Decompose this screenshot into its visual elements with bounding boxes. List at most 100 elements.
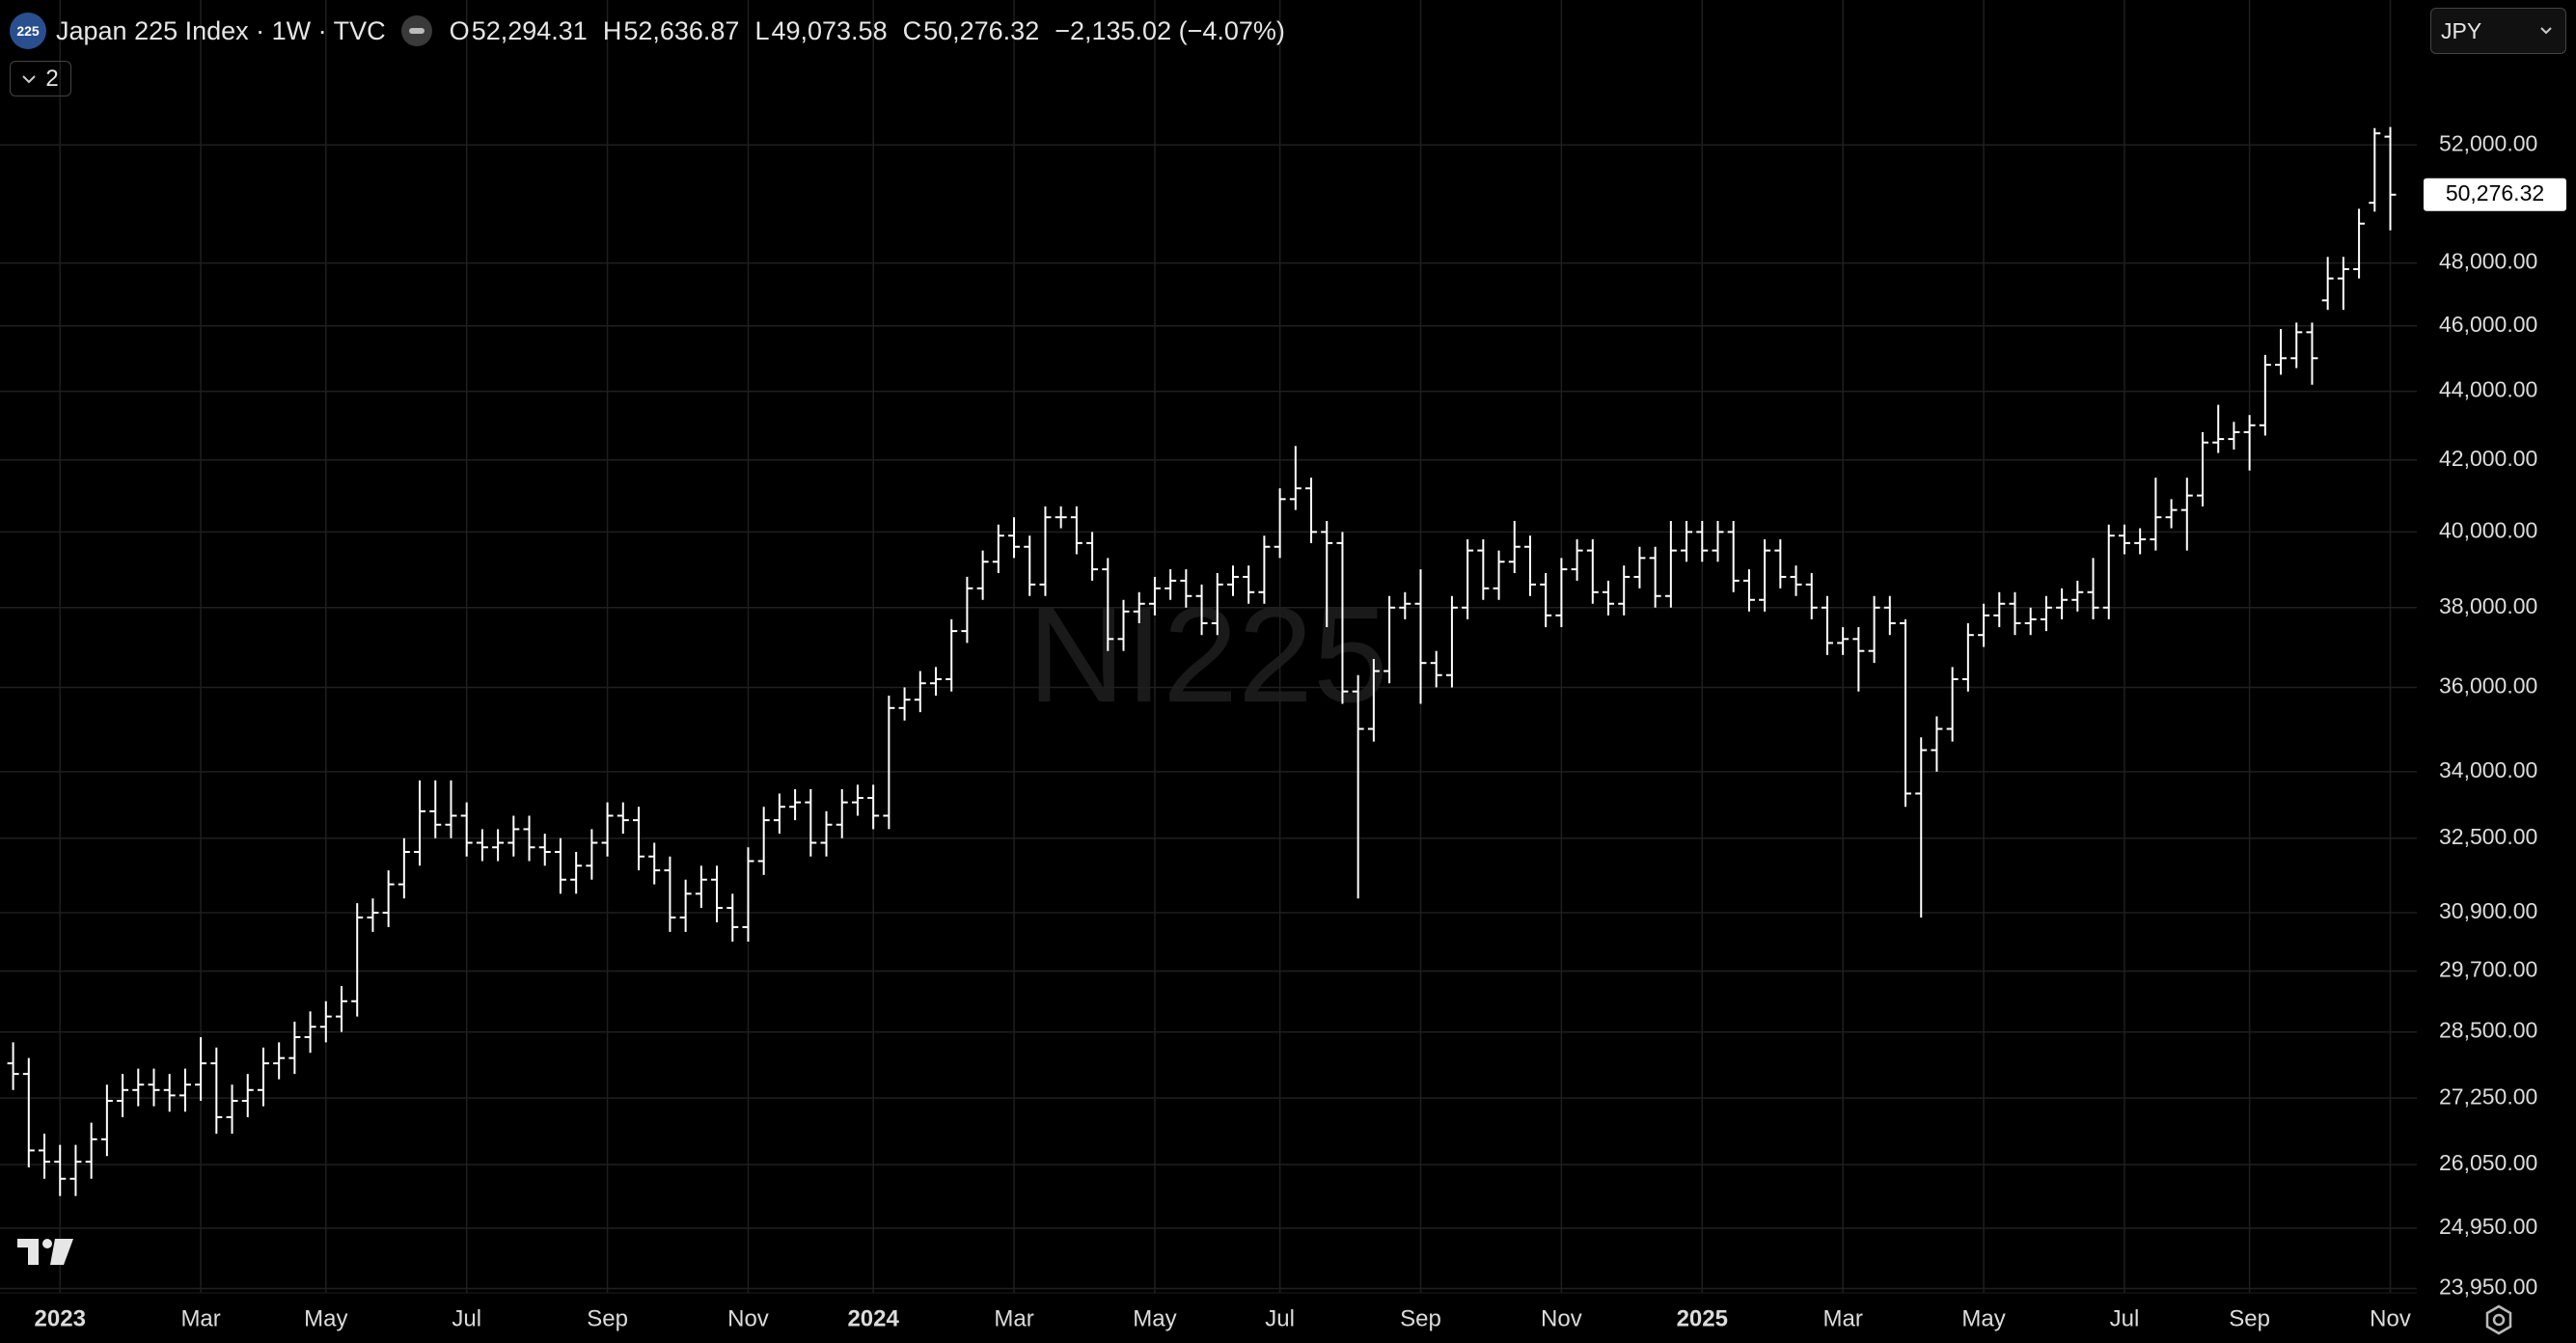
ohlc-bar (2243, 415, 2256, 471)
y-tick-label: 38,000.00 (2439, 593, 2537, 618)
x-tick-label: Jul (2110, 1305, 2140, 1331)
ohlc-value: 49,073.58 (771, 15, 888, 45)
ohlc-bar (2275, 329, 2288, 375)
ohlc-bar (1712, 520, 1724, 562)
currency-select[interactable]: JPY (2430, 8, 2566, 54)
ohlc-bar (1399, 591, 1411, 619)
ohlc-bar (976, 550, 989, 600)
ohlc-bar (2259, 354, 2271, 436)
ohlc-bar (2071, 580, 2084, 612)
ohlc-bar (1180, 569, 1192, 608)
ohlc-bar (1102, 558, 1114, 651)
y-tick-label: 23,950.00 (2439, 1274, 2537, 1300)
ohlc-bar (2087, 558, 2099, 619)
ohlc-value: 52,636.87 (623, 15, 740, 45)
ohlc-bar (2290, 322, 2303, 369)
ohlc-bar (1226, 565, 1239, 596)
ohlc-bar (178, 1068, 191, 1112)
ohlc-bar (1117, 599, 1130, 651)
ohlc-bar (1883, 595, 1896, 636)
market-status[interactable] (400, 15, 432, 46)
ohlc-bar (2165, 499, 2178, 529)
axes: 23,950.00 24,950.00 26,050.00 27,250.00 28,5… (35, 130, 2566, 1331)
ohlc-bar (1946, 667, 1959, 742)
ohlc-bar (1571, 539, 1583, 581)
ohlc-bar (39, 1134, 51, 1179)
ohlc-bar (1039, 506, 1052, 596)
y-tick-label: 42,000.00 (2439, 446, 2537, 471)
ohlc-bar (586, 829, 598, 880)
ohlc-bar (648, 842, 661, 885)
ohlc-bar (929, 667, 942, 696)
ohlc-bar (195, 1036, 207, 1101)
ohlc-bar (304, 1011, 316, 1054)
ohlc-bar (2306, 322, 2318, 385)
ohlc-bar (1759, 539, 1771, 612)
ohlc-bar (1618, 565, 1631, 616)
indicator-toggle[interactable]: 2 (10, 61, 71, 96)
ohlc-bar (836, 788, 848, 838)
ohlc-bar (1321, 520, 1333, 628)
y-tick-label: 40,000.00 (2439, 517, 2537, 542)
ohlc-item: L49,073.58 (754, 16, 887, 46)
x-tick-label: Sep (2229, 1305, 2270, 1331)
ohlc-values: O52,294.31 H52,636.87 L49,073.58 C50,276.32 (450, 16, 1055, 46)
ohlc-bar (1445, 595, 1458, 688)
y-tick-label: 24,950.00 (2439, 1214, 2537, 1239)
ohlc-bar (132, 1068, 145, 1107)
ohlc-bar (554, 837, 566, 894)
y-tick-label: 30,900.00 (2439, 898, 2537, 923)
ohlc-bar (1523, 535, 1536, 596)
x-tick-label: Jul (452, 1305, 481, 1331)
settings-button[interactable] (2485, 1304, 2512, 1335)
ohlc-bar (117, 1074, 129, 1117)
ohlc-bar (1462, 539, 1474, 619)
ohlc-bar (163, 1074, 176, 1112)
ohlc-bar (1367, 659, 1380, 742)
ohlc-bar (1384, 595, 1396, 684)
x-tick-label: Mar (180, 1305, 220, 1331)
ohlc-bar (633, 807, 644, 871)
ohlc-bar (601, 802, 614, 857)
y-tick-label: 32,500.00 (2439, 824, 2537, 849)
ohlc-bar (1805, 572, 1818, 619)
ohlc-bar (1258, 535, 1271, 604)
ohlc-bar (367, 898, 379, 932)
watermark: NI225 (1028, 579, 1388, 730)
ohlc-bar (1993, 591, 2006, 628)
ohlc-bar (351, 903, 364, 1017)
ohlc-value: 50,276.32 (923, 15, 1040, 45)
ohlc-bar (210, 1047, 223, 1135)
ohlc-bar (1900, 618, 1912, 808)
ohlc-bar (476, 829, 488, 862)
ohlc-bar (945, 618, 958, 692)
ohlc-bar (1790, 565, 1802, 596)
x-tick-label: 2025 (1677, 1305, 1728, 1331)
x-tick-label: 2023 (35, 1305, 86, 1331)
ohlc-bar (1852, 627, 1865, 692)
y-tick-label: 27,250.00 (2439, 1083, 2537, 1109)
ohlc-bar (1289, 446, 1302, 510)
ohlc-item: C50,276.32 (903, 16, 1040, 46)
ohlc-bar (961, 576, 973, 644)
ohlc-bar (851, 784, 863, 816)
ohlc-bar (2024, 607, 2037, 636)
x-tick-label: Jul (1265, 1305, 1295, 1331)
tradingview-logo (17, 1239, 73, 1265)
ohlc-bar (492, 829, 505, 862)
symbol-title[interactable]: Japan 225 Index · 1W · TVC (56, 15, 386, 45)
x-tick-label: May (1961, 1305, 2005, 1331)
ohlc-bar (1586, 539, 1599, 604)
ohlc-bar (2009, 591, 2021, 636)
ohlc-bar (1633, 546, 1646, 589)
ohlc-bar (2056, 588, 2069, 619)
ohlc-bar (1024, 535, 1036, 596)
ohlc-bar (336, 986, 348, 1032)
y-tick-label: 48,000.00 (2439, 249, 2537, 274)
ohlc-bar (992, 524, 1004, 573)
ohlc-bar (1837, 627, 1850, 655)
ohlc-bar (1243, 565, 1255, 604)
ohlc-bar (1961, 622, 1974, 692)
ohlc-bar (100, 1084, 113, 1157)
